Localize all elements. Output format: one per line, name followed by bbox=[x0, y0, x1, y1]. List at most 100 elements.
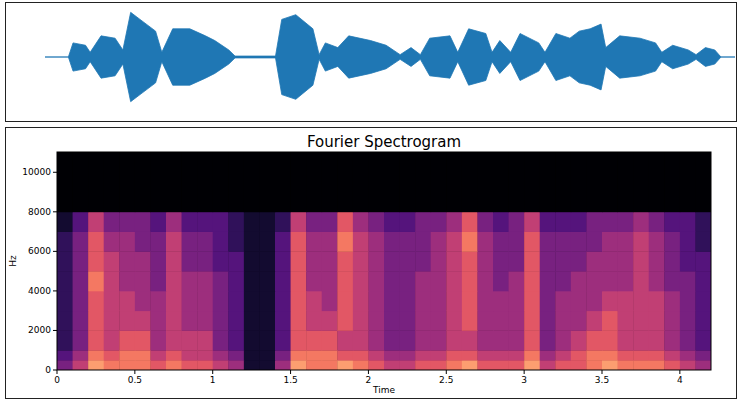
spectrogram-cell bbox=[57, 350, 73, 360]
x-tick bbox=[679, 370, 680, 374]
spectrogram-cell bbox=[571, 212, 587, 232]
spectrogram-cell bbox=[166, 291, 182, 311]
x-axis-title: Time bbox=[372, 385, 395, 395]
spectrogram-cell bbox=[57, 360, 73, 370]
spectrogram-cell bbox=[244, 152, 260, 212]
spectrogram-cell bbox=[182, 271, 198, 291]
spectrogram-cell bbox=[649, 350, 665, 360]
spectrogram-cell bbox=[664, 152, 680, 212]
spectrogram-cell bbox=[135, 291, 151, 311]
spectrogram-cell bbox=[88, 291, 104, 311]
spectrogram-cell bbox=[73, 152, 89, 212]
spectrogram-cell bbox=[353, 330, 369, 350]
spectrogram-cell bbox=[275, 232, 291, 252]
spectrogram-cell bbox=[119, 360, 135, 370]
spectrogram-cell bbox=[166, 232, 182, 252]
spectrogram-cell bbox=[88, 271, 104, 291]
spectrogram-cell bbox=[540, 271, 556, 291]
spectrogram-cell bbox=[649, 232, 665, 252]
spectrogram-cell bbox=[337, 360, 353, 370]
spectrogram-cell bbox=[306, 330, 322, 350]
spectrogram-cell bbox=[540, 291, 556, 311]
spectrogram-cell bbox=[182, 350, 198, 360]
spectrogram-cell bbox=[291, 251, 307, 271]
spectrogram-cell bbox=[555, 271, 571, 291]
x-tick-label: 0 bbox=[54, 375, 60, 385]
spectrogram-cell bbox=[368, 152, 384, 212]
spectrogram-cell bbox=[446, 271, 462, 291]
spectrogram-cell bbox=[571, 271, 587, 291]
spectrogram-cell bbox=[337, 271, 353, 291]
spectrogram-cell bbox=[259, 271, 275, 291]
spectrogram-cell bbox=[213, 291, 229, 311]
spectrogram-cell bbox=[244, 350, 260, 360]
spectrogram-cell bbox=[664, 350, 680, 360]
spectrogram-cell bbox=[446, 350, 462, 360]
spectrogram-cell bbox=[73, 232, 89, 252]
spectrogram-cell bbox=[633, 212, 649, 232]
spectrogram-cell bbox=[275, 271, 291, 291]
spectrogram-cell bbox=[680, 251, 696, 271]
spectrogram-cell bbox=[680, 330, 696, 350]
spectrogram-cell bbox=[244, 291, 260, 311]
spectrogram-cell bbox=[213, 152, 229, 212]
spectrogram-cell bbox=[695, 360, 711, 370]
spectrogram-cell bbox=[446, 311, 462, 331]
spectrogram-cell bbox=[509, 232, 525, 252]
spectrogram-cell bbox=[602, 152, 618, 212]
spectrogram-cell bbox=[104, 350, 120, 360]
spectrogram-cell bbox=[524, 291, 540, 311]
spectrogram-cell bbox=[104, 251, 120, 271]
spectrogram-cell bbox=[695, 212, 711, 232]
spectrogram-cell bbox=[322, 350, 338, 360]
spectrogram-cell bbox=[415, 271, 431, 291]
spectrogram-cell bbox=[462, 271, 478, 291]
spectrogram-cell bbox=[384, 330, 400, 350]
spectrogram-cell bbox=[462, 360, 478, 370]
spectrogram-cell bbox=[462, 251, 478, 271]
spectrogram-cell bbox=[337, 232, 353, 252]
spectrogram-cell bbox=[555, 251, 571, 271]
spectrogram-cell bbox=[119, 251, 135, 271]
spectrogram-cell bbox=[633, 152, 649, 212]
y-tick bbox=[53, 330, 57, 331]
spectrogram-cell bbox=[322, 330, 338, 350]
spectrogram-cell bbox=[462, 311, 478, 331]
spectrogram-cell bbox=[384, 271, 400, 291]
spectrogram-cell bbox=[322, 232, 338, 252]
spectrogram-cell bbox=[197, 232, 213, 252]
spectrogram-cell bbox=[586, 330, 602, 350]
spectrogram-cell bbox=[540, 330, 556, 350]
spectrogram-cell bbox=[353, 360, 369, 370]
spectrogram-cell bbox=[182, 251, 198, 271]
spectrogram-cell bbox=[555, 350, 571, 360]
spectrogram-cell bbox=[633, 232, 649, 252]
spectrogram-cell bbox=[602, 330, 618, 350]
spectrogram-cell bbox=[306, 311, 322, 331]
spectrogram-cell bbox=[664, 271, 680, 291]
spectrogram-cell bbox=[400, 311, 416, 331]
spectrogram-cell bbox=[493, 330, 509, 350]
spectrogram-cell bbox=[586, 152, 602, 212]
spectrogram-cell bbox=[275, 311, 291, 331]
spectrogram-cell bbox=[540, 212, 556, 232]
spectrogram-cell bbox=[135, 360, 151, 370]
spectrogram-cell bbox=[150, 212, 166, 232]
spectrogram-cell bbox=[555, 360, 571, 370]
y-tick bbox=[53, 251, 57, 252]
x-tick-label: 2 bbox=[366, 375, 372, 385]
spectrogram-cell bbox=[353, 251, 369, 271]
spectrogram-cell bbox=[259, 251, 275, 271]
spectrogram-cell bbox=[618, 291, 634, 311]
y-tick-label: 2000 bbox=[28, 325, 51, 335]
spectrogram-cell bbox=[524, 350, 540, 360]
spectrogram-cell bbox=[477, 311, 493, 331]
spectrogram-cell bbox=[182, 212, 198, 232]
spectrogram-cell bbox=[57, 311, 73, 331]
spectrogram-cell bbox=[213, 350, 229, 360]
spectrogram-cell bbox=[680, 232, 696, 252]
spectrogram-cell bbox=[586, 291, 602, 311]
y-tick bbox=[53, 290, 57, 291]
spectrogram-cell bbox=[415, 212, 431, 232]
spectrogram-cell bbox=[182, 311, 198, 331]
